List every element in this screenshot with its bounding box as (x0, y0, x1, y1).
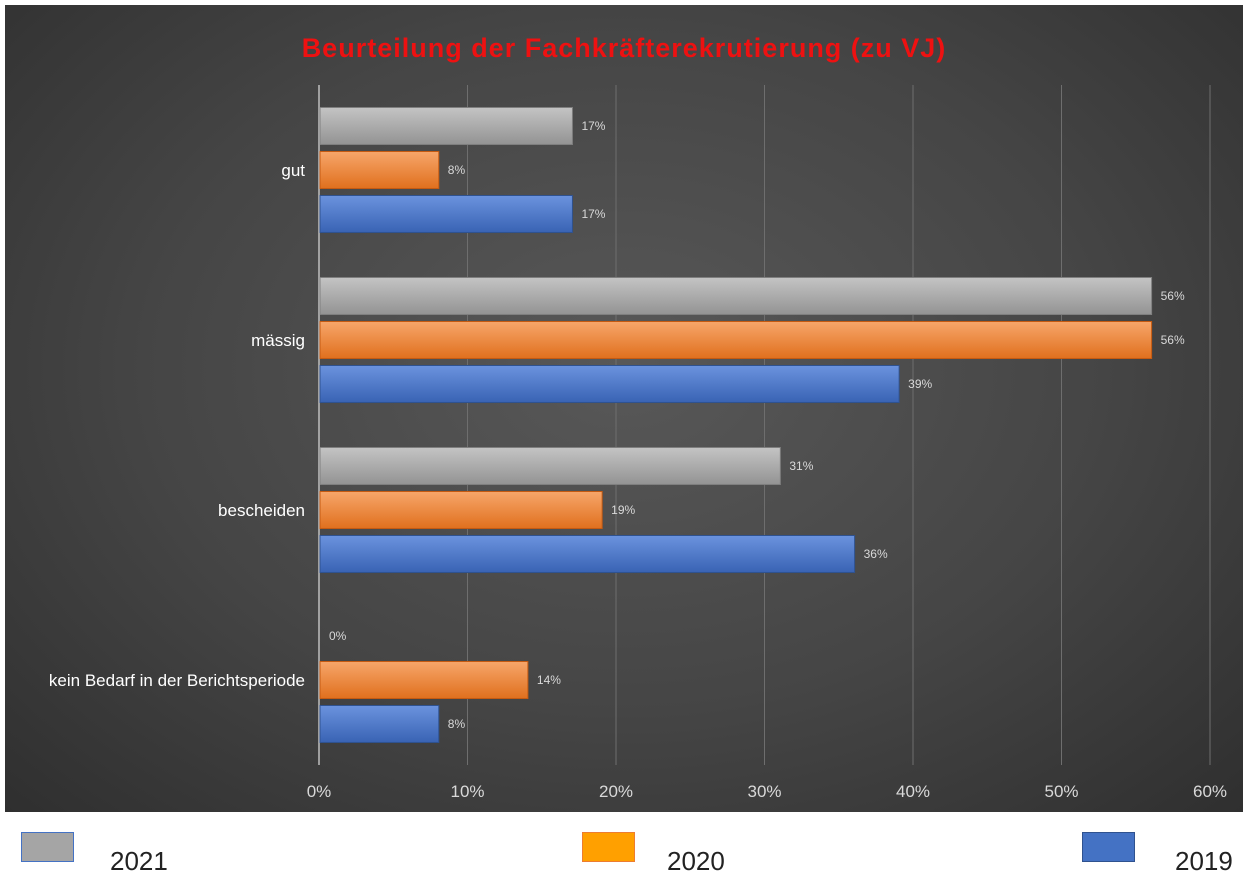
category-label: kein Bedarf in der Berichtsperiode (49, 671, 305, 690)
x-tick-label: 0% (307, 782, 332, 801)
data-label: 36% (864, 547, 888, 561)
bar-2019-0 (319, 195, 573, 233)
bar-2020-1 (319, 321, 1153, 359)
chart-title: Beurteilung der Fachkräfterekrutierung (… (301, 33, 947, 63)
bar-2021-2 (319, 447, 781, 485)
bar-2020-0 (319, 151, 440, 189)
x-tick-label: 20% (599, 782, 633, 801)
data-label: 0% (329, 629, 347, 643)
legend-label-2021: 2021 (110, 846, 168, 876)
data-label: 17% (581, 207, 605, 221)
data-label: 14% (537, 673, 561, 687)
data-label: 39% (908, 377, 932, 391)
data-label: 8% (448, 717, 466, 731)
chart-panel: Beurteilung der Fachkräfterekrutierung (… (5, 5, 1243, 812)
bar-chart: 0% 10% 20% 30% 40% 50% 60% gut 17% 8% 17% mässig 56%… (49, 85, 1227, 801)
bar-2021-1 (319, 277, 1153, 315)
bar-2021-0 (319, 107, 573, 145)
data-label: 17% (581, 119, 605, 133)
x-tick-label: 10% (450, 782, 484, 801)
category-label: bescheiden (218, 501, 305, 520)
bar-2019-3 (319, 705, 440, 743)
x-tick-label: 40% (896, 782, 930, 801)
data-label: 19% (611, 503, 635, 517)
data-label: 8% (448, 163, 466, 177)
x-tick-label: 50% (1044, 782, 1078, 801)
data-label: 56% (1161, 289, 1185, 303)
category-label: mässig (251, 331, 305, 350)
data-label: 56% (1161, 333, 1185, 347)
x-tick-label: 30% (747, 782, 781, 801)
x-tick-label: 60% (1193, 782, 1227, 801)
bar-2019-1 (319, 365, 900, 403)
legend-label-2020: 2020 (667, 846, 725, 876)
bar-2020-3 (319, 661, 529, 699)
legend-swatch-2019 (1082, 832, 1135, 862)
category-label: gut (281, 161, 305, 180)
legend-swatch-2020 (582, 832, 635, 862)
data-label: 31% (789, 459, 813, 473)
bar-2020-2 (319, 491, 603, 529)
legend-swatch-2021 (21, 832, 74, 862)
bar-2019-2 (319, 535, 856, 573)
legend-label-2019: 2019 (1175, 846, 1233, 876)
